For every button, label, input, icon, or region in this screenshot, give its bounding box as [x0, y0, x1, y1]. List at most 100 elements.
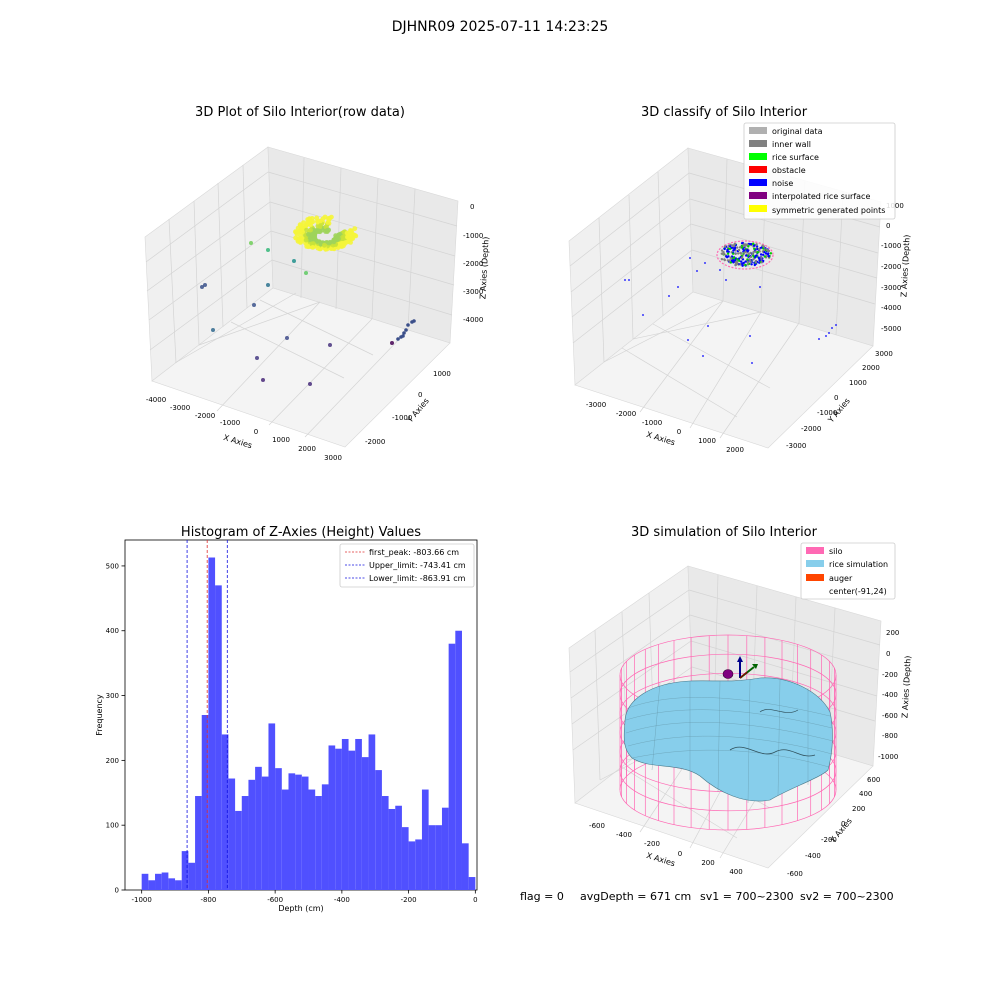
- histogram-bar: [421, 789, 429, 890]
- classify-cloud-point: [759, 253, 763, 256]
- legend-swatch-obstacle: [749, 166, 767, 173]
- raw-ylabel: Y Axies: [405, 396, 431, 425]
- histogram-xtick-label: -400: [334, 896, 350, 904]
- histogram-xtick-label: -200: [401, 896, 417, 904]
- sim-ztick: -200: [882, 671, 898, 679]
- classify-cloud-point: [753, 263, 756, 267]
- classify-cloud-point: [756, 251, 760, 254]
- classify-cloud-point: [734, 252, 737, 255]
- sim-ytick: -200: [821, 836, 837, 844]
- histogram-bar: [195, 796, 202, 890]
- legend-label: rice surface: [772, 153, 819, 162]
- histogram-legend: first_peak: -803.66 cm Upper_limit: -743…: [339, 543, 475, 588]
- classify-legend: original data inner wall rice surface ob…: [743, 122, 896, 220]
- legend-swatch-silo: [806, 547, 824, 554]
- histogram-bar: [248, 779, 256, 890]
- legend-swatch-original-data: [749, 127, 767, 134]
- classify-cloud-point: [729, 247, 732, 250]
- classify-cloud-point: [725, 255, 728, 258]
- legend-label: symmetric generated points: [772, 206, 885, 215]
- legend-swatch-inner-wall: [749, 140, 767, 147]
- raw-outlier-point: [292, 259, 296, 263]
- raw-cluster-point: [293, 230, 299, 235]
- histogram-ytick-label: 100: [106, 822, 119, 830]
- raw-outlier-point: [255, 356, 259, 360]
- histogram-bar: [175, 880, 182, 890]
- classify-cloud-point: [733, 259, 737, 262]
- footer-stats: flag = 0 avgDepth = 671 cm sv1 = 700~230…: [520, 890, 894, 903]
- auger-marker: [722, 656, 758, 679]
- classify-cloud-point: [762, 245, 766, 248]
- histogram-bar: [348, 750, 356, 890]
- raw-cluster-point: [352, 226, 358, 232]
- raw-right-cluster: [396, 319, 416, 341]
- classify-cloud-point: [744, 260, 747, 263]
- raw-cluster-point: [295, 225, 301, 231]
- raw-cluster-point: [308, 227, 313, 233]
- sim-xaxis-ticks: -600 -400 -200 0 200 400: [589, 822, 743, 876]
- classify-cloud-point: [720, 249, 724, 252]
- raw-outlier-point: [390, 341, 394, 345]
- classify-cloud-point: [733, 242, 737, 245]
- raw-cluster-point: [305, 220, 310, 226]
- classify-cloud-point: [739, 252, 743, 255]
- histogram-ytick-label: 400: [106, 627, 119, 635]
- classify-cloud-point: [740, 246, 744, 249]
- histogram-bar: [235, 810, 242, 890]
- raw-cluster-point: [310, 245, 316, 250]
- sim-xtick: 400: [729, 868, 742, 876]
- histogram-ytick-label: 500: [106, 562, 119, 570]
- classify-cloud-point: [747, 245, 750, 248]
- classify-cloud-point: [754, 250, 758, 253]
- histogram-bar: [255, 766, 262, 890]
- histogram-bar: [401, 827, 409, 890]
- classify-cloud-point: [728, 259, 731, 262]
- histogram-bar: [328, 745, 336, 890]
- sim-ztick: 0: [886, 650, 890, 658]
- classify-cloud-point: [752, 242, 755, 245]
- sim-ztick: -400: [882, 691, 898, 699]
- avg-depth-text: avgDepth = 671 cm: [580, 890, 691, 903]
- rice-surface-ridge: [729, 746, 816, 757]
- legend-swatch-noise: [749, 179, 767, 186]
- histogram-bar: [181, 851, 189, 890]
- legend-label: original data: [772, 127, 823, 136]
- classify-cloud-point: [752, 255, 755, 258]
- sim-xtick: -200: [644, 840, 660, 848]
- classify-cloud-point: [722, 252, 725, 256]
- legend-label: interpolated rice surface: [772, 192, 870, 201]
- legend-label: auger: [829, 574, 853, 583]
- legend-label: first_peak: -803.66 cm: [369, 548, 459, 557]
- classify-cloud-point: [743, 249, 746, 252]
- histogram-xtick-label: 0: [473, 896, 477, 904]
- raw-ytick: -1000: [392, 414, 412, 422]
- legend-label: obstacle: [772, 166, 806, 175]
- raw-cluster-point: [324, 228, 330, 233]
- raw-outlier-point: [261, 378, 265, 382]
- histogram-bar: [435, 825, 442, 890]
- legend-label: Lower_limit: -863.91 cm: [369, 574, 466, 583]
- classify-cloud-point: [749, 242, 753, 246]
- classify-ztick: -5000: [881, 325, 901, 333]
- classify-xtick: 2000: [726, 446, 744, 454]
- simulation-title: 3D simulation of Silo Interior: [631, 525, 818, 540]
- histogram-bar: [315, 796, 322, 890]
- classify-cloud-point: [752, 258, 755, 261]
- classify-cloud-point: [743, 251, 746, 254]
- histogram-bar: [221, 734, 229, 890]
- histogram-xlabel: Depth (cm): [278, 904, 323, 913]
- classify-3d-plot: 3D classify of Silo Interior -3000 -2000…: [568, 105, 912, 454]
- classify-cloud-point: [726, 252, 730, 255]
- sim-ytick: 200: [852, 805, 865, 813]
- sim-xtick: 0: [678, 850, 682, 858]
- classify-cloud-point: [746, 254, 750, 257]
- histogram-bar: [141, 873, 149, 890]
- raw-yaxis-ticks: -2000 -1000 0 1000: [365, 370, 451, 446]
- sim-ztick: -800: [882, 732, 898, 740]
- raw-cluster-point: [299, 226, 305, 232]
- histogram-bar: [155, 873, 162, 890]
- classify-cloud-point: [729, 245, 732, 248]
- raw-zaxis-ticks: 0 -1000 -2000 -3000 -4000: [463, 203, 483, 324]
- raw-floor-pane: [151, 287, 451, 448]
